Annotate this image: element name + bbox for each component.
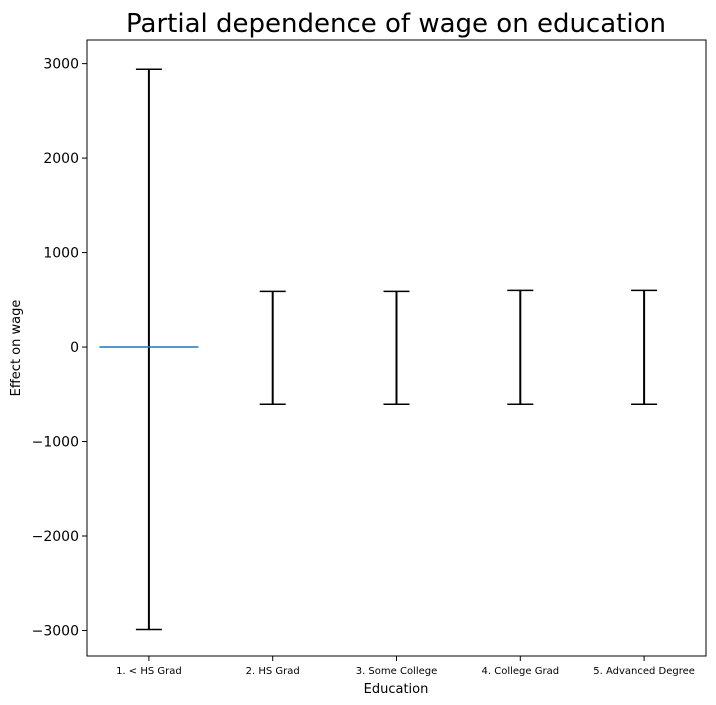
x-tick-label: 3. Some College	[356, 666, 438, 677]
x-tick-label: 5. Advanced Degree	[593, 666, 695, 677]
y-tick-label: −3000	[32, 623, 79, 639]
chart-title: Partial dependence of wage on education	[126, 9, 666, 39]
x-tick-label: 4. College Grad	[482, 666, 560, 677]
errorbar-1	[135, 68, 162, 631]
plot-area	[99, 68, 658, 631]
errorbar-5	[631, 289, 658, 405]
x-axis-label: Education	[364, 682, 429, 697]
errorbar-2	[259, 290, 286, 405]
y-tick-label: 1000	[43, 246, 79, 262]
y-tick-label: 0	[70, 340, 79, 356]
y-tick-label: 3000	[43, 57, 79, 73]
x-axis: 1. < HS Grad 2. HS Grad 3. Some College 4. …	[116, 656, 695, 677]
y-axis-label: Effect on wage	[9, 300, 24, 397]
y-axis: −3000 −2000 −1000 0 1000 2000 3000	[32, 57, 87, 639]
y-tick-label: 2000	[43, 151, 79, 167]
errorbar-3	[383, 290, 410, 405]
x-tick-label: 2. HS Grad	[246, 666, 300, 677]
errorbar-4	[507, 289, 534, 405]
x-tick-label: 1. < HS Grad	[116, 666, 182, 677]
y-tick-label: −1000	[32, 435, 79, 451]
y-tick-label: −2000	[32, 529, 79, 545]
